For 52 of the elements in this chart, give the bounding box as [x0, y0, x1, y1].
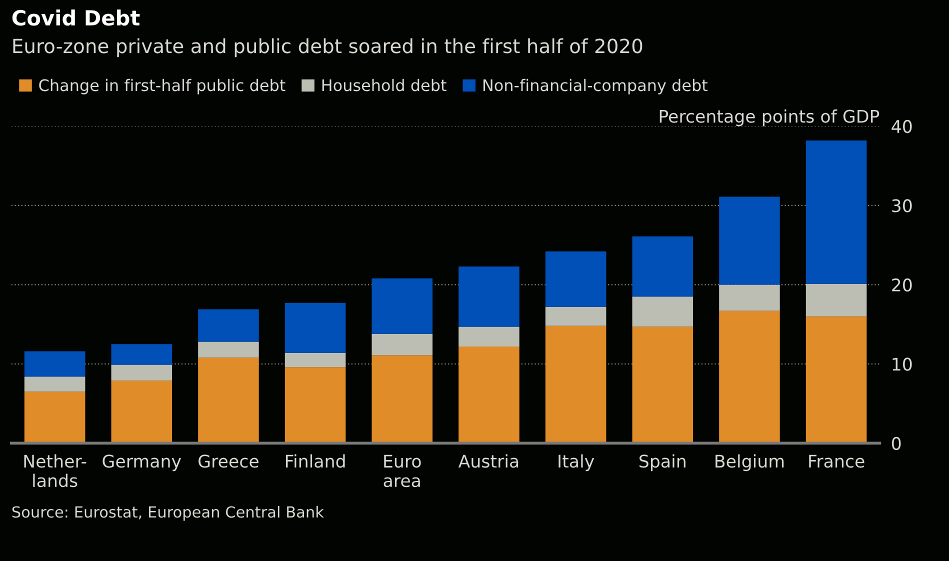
bar [719, 284, 780, 311]
x-tick-label: France [809, 454, 864, 468]
bar [719, 196, 780, 285]
y-tick-label: 10 [892, 358, 912, 371]
bar [372, 278, 433, 334]
bar [458, 346, 520, 444]
bar [372, 355, 433, 444]
bar [24, 376, 86, 392]
chart-title: Covid Debt [12, 10, 140, 26]
bar [111, 380, 172, 444]
bar [284, 367, 346, 444]
bar [632, 326, 694, 444]
x-tick-label: Nether- lands [24, 454, 86, 488]
x-tick-label: Spain [640, 454, 686, 472]
bar [198, 309, 259, 342]
x-tick-label: Finland [286, 454, 345, 468]
bar [198, 358, 259, 444]
bar [806, 284, 867, 316]
bar [545, 251, 606, 307]
bar [111, 344, 172, 365]
x-tick-label: Belgium [716, 454, 784, 472]
x-tick-label: Euro area [384, 454, 421, 488]
bar [545, 306, 606, 326]
x-tick-label: Austria [458, 454, 518, 468]
bar [284, 352, 346, 368]
bar [806, 316, 867, 444]
legend-label: Household debt [322, 78, 446, 92]
bar [198, 342, 259, 358]
bar [632, 236, 694, 297]
bar [284, 302, 346, 353]
source-note: Source: Eurostat, European Central Bank [12, 506, 324, 521]
bar [24, 392, 86, 444]
bar [632, 296, 694, 327]
bar [458, 266, 520, 327]
bar [806, 140, 867, 284]
chart-subtitle: Euro-zone private and public debt soared in the first half of 2020 [13, 38, 642, 58]
y-tick-label: 30 [892, 199, 912, 212]
bar [719, 310, 780, 444]
legend-label: Change in first-half public debt [39, 78, 286, 94]
bar [458, 326, 520, 347]
bar [545, 326, 606, 444]
x-tick-label: Italy [558, 454, 594, 472]
y-tick-label: 40 [892, 120, 912, 134]
y-tick-label: 0 [892, 436, 901, 450]
legend-label: Non-financial-company debt [483, 78, 708, 94]
y-tick-label: 20 [892, 278, 912, 292]
bar [24, 351, 86, 377]
x-tick-label: Greece [198, 454, 258, 468]
bar [111, 364, 172, 381]
x-tick-label: Germany [102, 454, 182, 472]
bar [372, 334, 433, 356]
y-axis-title: Percentage points of GDP [660, 109, 880, 126]
